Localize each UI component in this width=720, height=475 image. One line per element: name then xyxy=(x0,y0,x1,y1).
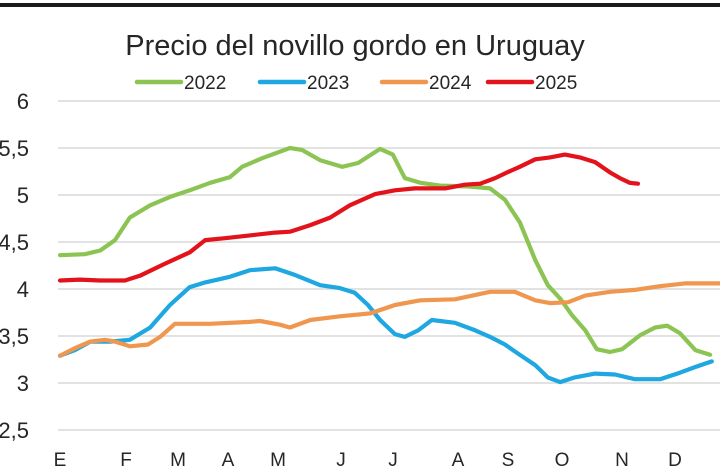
series-line-2023 xyxy=(57,266,714,385)
legend-label-2025: 2025 xyxy=(535,73,577,94)
y-tick-label: 2,5 xyxy=(0,418,29,443)
y-tick-label: 3 xyxy=(17,371,29,396)
series-line-2022 xyxy=(57,145,713,357)
y-axis-tick-labels: 2,5 3 3,5 4 4,5 5 5,5 6 xyxy=(0,89,29,443)
x-tick-label: N xyxy=(615,450,629,471)
x-tick-label: A xyxy=(452,450,465,471)
x-tick-label: S xyxy=(502,450,515,471)
legend-label-2024: 2024 xyxy=(429,73,472,94)
x-tick-label: D xyxy=(668,450,682,471)
x-tick-label: A xyxy=(222,450,235,471)
y-tick-label: 4 xyxy=(17,277,29,302)
series-lines xyxy=(57,145,720,385)
x-tick-label: M xyxy=(170,450,186,471)
gridlines xyxy=(58,100,720,431)
y-tick-label: 4,5 xyxy=(0,230,29,255)
y-tick-label: 3,5 xyxy=(0,324,29,349)
chart-title: Precio del novillo gordo en Uruguay xyxy=(125,30,585,62)
legend: 2022 2023 2024 2025 xyxy=(134,73,577,94)
top-border-rule xyxy=(0,3,720,7)
x-tick-label: O xyxy=(555,450,570,471)
series-line-2025 xyxy=(57,152,641,283)
y-tick-label: 5 xyxy=(17,183,29,208)
legend-label-2022: 2022 xyxy=(184,73,226,94)
y-tick-label: 5,5 xyxy=(0,136,29,161)
x-tick-label: M xyxy=(270,450,286,471)
series-line-2024 xyxy=(57,281,720,358)
x-tick-label: J xyxy=(388,450,398,471)
x-tick-label: E xyxy=(54,450,67,471)
x-tick-label: F xyxy=(120,450,132,471)
y-tick-label: 6 xyxy=(17,89,29,114)
x-tick-label: J xyxy=(336,450,346,471)
legend-label-2023: 2023 xyxy=(307,73,349,94)
